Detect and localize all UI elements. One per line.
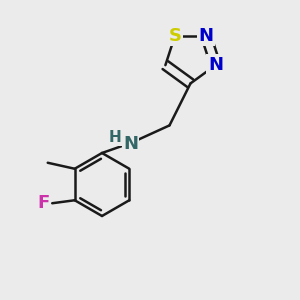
Text: S: S (169, 27, 182, 45)
Text: F: F (38, 194, 50, 212)
Text: N: N (123, 135, 138, 153)
Text: N: N (208, 56, 223, 74)
Text: N: N (199, 27, 214, 45)
Text: H: H (109, 130, 122, 146)
